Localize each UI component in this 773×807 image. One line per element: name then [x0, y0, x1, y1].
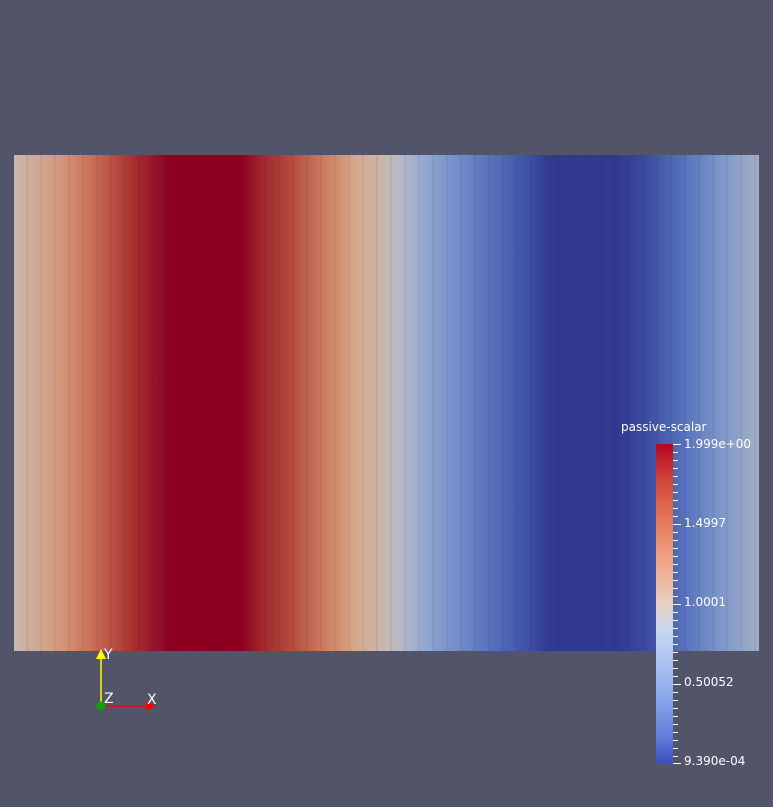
scalar-bar-label-max: 1.999e+00 — [684, 437, 752, 451]
scalar-bar[interactable] — [656, 444, 673, 764]
contour-bands — [14, 155, 759, 651]
y-axis-label: Y — [104, 647, 113, 663]
scalar-bar-label-2: 1.4997 — [684, 516, 726, 530]
orientation-axes — [96, 649, 156, 711]
scalar-bar-label-min: 9.390e-04 — [684, 754, 746, 768]
y-axis-arrow — [96, 649, 106, 659]
scalar-bar-title: passive-scalar — [621, 420, 707, 434]
scalar-bar-ticks — [673, 444, 681, 764]
x-axis-arrow — [146, 701, 156, 711]
z-axis-dot — [96, 701, 106, 711]
scalar-bar-label-4: 0.50052 — [684, 675, 734, 689]
x-axis-label: X — [147, 692, 157, 708]
scalar-field-plot[interactable] — [14, 155, 759, 651]
z-axis-label: Z — [104, 691, 114, 707]
scalar-bar-label-3: 1.0001 — [684, 595, 726, 609]
